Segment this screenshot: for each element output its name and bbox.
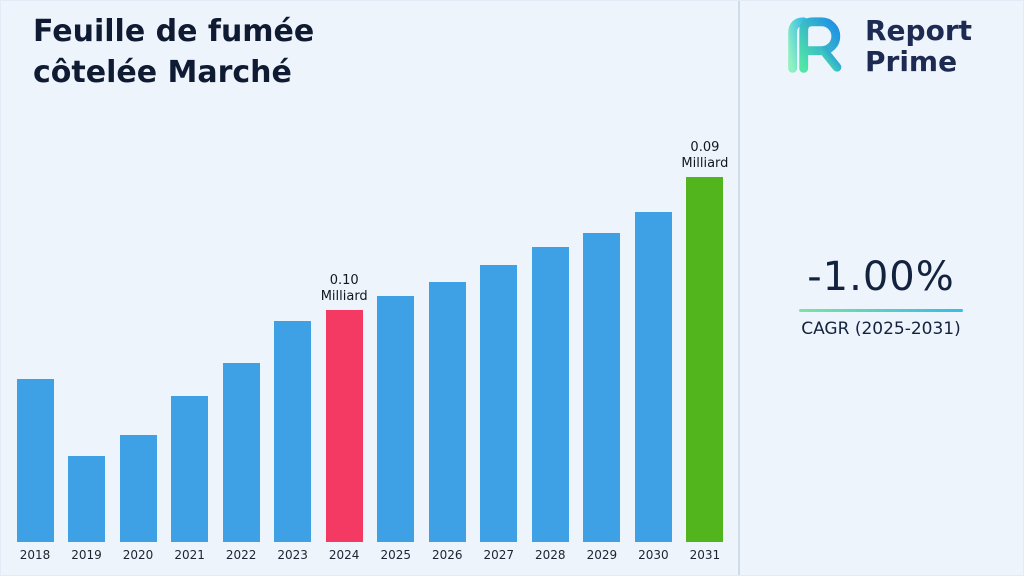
bar-annotation-2031: 0.09 Milliard — [681, 140, 729, 171]
x-axis-label-2026: 2026 — [431, 548, 463, 562]
x-axis-label-2018: 2018 — [19, 548, 51, 562]
page-title: Feuille de fumée côtelée Marché — [33, 11, 463, 93]
bar-chart: 2018 2019 2020 2021 2022 2023 0.10 Milliard 2024… — [13, 140, 729, 563]
x-axis-label-2022: 2022 — [225, 548, 257, 562]
brand-logo: Report Prime — [781, 13, 972, 79]
bar-2027 — [480, 265, 518, 542]
bar-2022 — [222, 363, 260, 542]
brand-name-line1: Report — [865, 14, 973, 47]
bar-slot-2027: 2027 — [477, 265, 521, 563]
x-axis-label-2027: 2027 — [483, 548, 515, 562]
x-axis-label-2028: 2028 — [535, 548, 566, 562]
bar-2021 — [171, 396, 209, 542]
bar-2020 — [119, 435, 157, 542]
bar-2026 — [428, 282, 466, 542]
bar-slot-2021: 2021 — [168, 396, 212, 563]
bar-2019 — [68, 456, 106, 542]
bar-2018 — [16, 379, 54, 542]
bar-2031 — [686, 177, 724, 542]
x-axis-label-2024: 2024 — [328, 548, 360, 562]
bar-2024 — [325, 310, 363, 542]
bar-slot-2025: 2025 — [374, 296, 418, 563]
cagr-underline — [799, 309, 963, 312]
cagr-panel: -1.00% CAGR (2025-2031) — [738, 254, 1023, 339]
cagr-label: CAGR (2025-2031) — [801, 319, 961, 339]
bar-2030 — [634, 212, 672, 542]
bar-slot-2028: 2028 — [528, 247, 572, 563]
brand-name: Report Prime — [865, 15, 972, 77]
bar-slot-2018: 2018 — [13, 379, 57, 563]
bar-slot-2026: 2026 — [425, 282, 469, 563]
bar-annotation-2024: 0.10 Milliard — [320, 273, 368, 304]
x-axis-label-2023: 2023 — [277, 548, 308, 562]
brand-name-line2: Prime — [865, 45, 958, 78]
bar-2029 — [583, 233, 621, 542]
report-prime-logo-icon — [781, 13, 853, 79]
bar-slot-2030: 2030 — [631, 212, 675, 563]
x-axis-label-2030: 2030 — [638, 548, 669, 562]
page-title-line2: côtelée Marché — [33, 55, 292, 90]
bar-2028 — [531, 247, 569, 542]
bar-2023 — [274, 321, 312, 542]
bar-slot-2019: 2019 — [65, 456, 109, 563]
x-axis-label-2021: 2021 — [174, 548, 205, 562]
x-axis-label-2019: 2019 — [71, 548, 102, 562]
bar-slot-2029: 2029 — [580, 233, 624, 563]
x-axis-label-2029: 2029 — [586, 548, 618, 562]
bar-2025 — [377, 296, 415, 542]
bar-slot-2024: 0.10 Milliard 2024 — [320, 273, 368, 563]
bar-slot-2020: 2020 — [116, 435, 160, 563]
page-title-line1: Feuille de fumée — [33, 14, 315, 49]
bar-slot-2031: 0.09 Milliard 2031 — [681, 140, 729, 563]
bar-slot-2022: 2022 — [219, 363, 263, 563]
x-axis-label-2031: 2031 — [689, 548, 721, 562]
bar-slot-2023: 2023 — [271, 321, 315, 563]
vertical-divider — [738, 1, 740, 575]
cagr-value: -1.00% — [807, 254, 955, 300]
x-axis-label-2020: 2020 — [122, 548, 154, 562]
x-axis-label-2025: 2025 — [380, 548, 411, 562]
